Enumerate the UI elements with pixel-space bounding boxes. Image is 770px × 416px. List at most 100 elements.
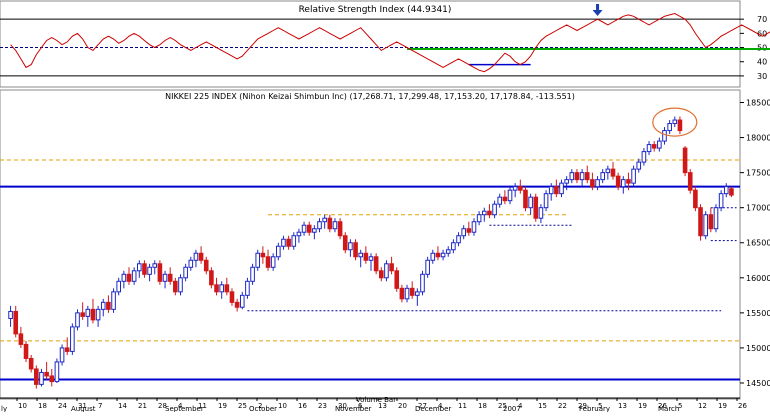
- x-tick-label: 18: [38, 402, 47, 410]
- price-tick-label: 15500: [746, 309, 770, 318]
- candle-body: [435, 252, 441, 258]
- candle-body: [548, 186, 554, 195]
- x-tick-label: 19: [218, 402, 227, 410]
- x-tick-label: 25: [238, 402, 247, 410]
- x-tick-label: 6: [358, 402, 363, 410]
- x-tick-label: 10: [18, 402, 27, 410]
- candle-body: [162, 273, 168, 282]
- candle-body: [729, 188, 734, 196]
- candle-body: [34, 368, 39, 385]
- candle-body: [687, 172, 693, 191]
- price-panel: NIKKEI 225 INDEX (Nihon Keizai Shimbun I…: [0, 89, 770, 400]
- price-tick-label: 15000: [746, 344, 770, 353]
- x-month-label: March: [658, 405, 679, 412]
- candle-body: [265, 256, 271, 268]
- candle-body: [70, 326, 75, 352]
- x-tick-label: 15: [538, 402, 547, 410]
- candle-body: [677, 119, 683, 132]
- x-tick-label: 19: [718, 402, 727, 410]
- rsi-panel: Relative Strength Index (44.9341)3040506…: [0, 0, 770, 88]
- candle-body: [626, 179, 631, 184]
- candle-body: [502, 196, 508, 202]
- price-tick-label: 14500: [746, 379, 770, 388]
- candle-body: [574, 172, 580, 181]
- candle-body: [296, 231, 302, 237]
- x-month-label: February: [579, 405, 610, 412]
- candle-body: [126, 273, 132, 282]
- candle-body: [337, 221, 343, 237]
- candle-body: [600, 172, 606, 181]
- candle-body: [152, 263, 158, 268]
- candle-body: [358, 252, 364, 258]
- candle-body: [44, 371, 49, 377]
- candle-body: [306, 224, 312, 233]
- x-tick-label: 10: [278, 402, 287, 410]
- candle-body: [234, 301, 240, 308]
- candle-body: [590, 179, 595, 188]
- x-tick-label: 31: [78, 402, 87, 410]
- x-tick-label: 28: [158, 402, 167, 410]
- candle-body: [636, 161, 642, 170]
- x-month-label: October: [249, 405, 277, 412]
- candle-body: [605, 168, 611, 174]
- candle-body: [90, 308, 96, 321]
- candle-body: [214, 284, 219, 293]
- down-arrow-icon: [592, 10, 603, 16]
- rsi-tick-label: 40: [757, 58, 767, 67]
- candle-body: [409, 287, 415, 296]
- price-tick-label: 18000: [746, 134, 770, 143]
- candle-body: [595, 179, 600, 188]
- candle-body: [260, 252, 266, 258]
- candle-body: [317, 221, 322, 230]
- candle-body: [167, 273, 173, 282]
- x-axis: 10 18 24 31 7 14 21 28 4 11 19 25 2 10 16 23 30 6 13 20 27 4 1…: [0, 396, 747, 413]
- candle-body: [512, 186, 518, 191]
- x-tick-label: 18: [478, 402, 487, 410]
- candle-body: [332, 221, 338, 230]
- rsi-tick-label: 60: [757, 29, 767, 38]
- candle-body: [384, 263, 389, 279]
- candle-body: [64, 347, 70, 352]
- x-tick-label: 20: [398, 402, 407, 410]
- candle-body: [682, 147, 688, 174]
- candle-body: [286, 238, 291, 247]
- candle-body: [85, 308, 91, 317]
- candle-body: [569, 172, 575, 181]
- candle-body: [430, 252, 436, 261]
- candle-body: [554, 186, 559, 195]
- candle-body: [239, 294, 245, 308]
- candle-body: [451, 242, 456, 251]
- candle-body: [461, 228, 466, 237]
- candle-body: [136, 263, 142, 272]
- candle-body: [75, 312, 80, 328]
- candle-body: [492, 203, 497, 216]
- x-tick-label: 13: [618, 402, 627, 410]
- price-frame: [0, 89, 741, 400]
- candle-body: [456, 235, 461, 244]
- candle-body: [363, 252, 369, 261]
- candle-body: [209, 270, 214, 286]
- candle-body: [188, 259, 194, 268]
- x-tick-label: 27: [418, 402, 427, 410]
- x-month-label: December: [415, 405, 451, 412]
- candle-body: [322, 217, 327, 223]
- candle-body: [54, 361, 60, 383]
- candle-body: [147, 266, 152, 275]
- candle-body: [219, 284, 224, 293]
- candle-body: [662, 130, 667, 142]
- x-tick-label: 11: [458, 402, 467, 410]
- candle-body: [620, 179, 626, 188]
- candle-body: [80, 312, 85, 317]
- candle-body: [193, 252, 199, 261]
- candle-body: [39, 371, 44, 385]
- candle-body: [23, 343, 29, 359]
- candle-body: [106, 301, 111, 310]
- candle-body: [646, 144, 652, 153]
- candle-body: [131, 270, 137, 282]
- candle-body: [476, 214, 482, 223]
- candle-body: [579, 172, 585, 181]
- candle-body: [327, 217, 333, 230]
- x-tick-label: 21: [138, 402, 147, 410]
- x-tick-label: 5: [678, 402, 682, 410]
